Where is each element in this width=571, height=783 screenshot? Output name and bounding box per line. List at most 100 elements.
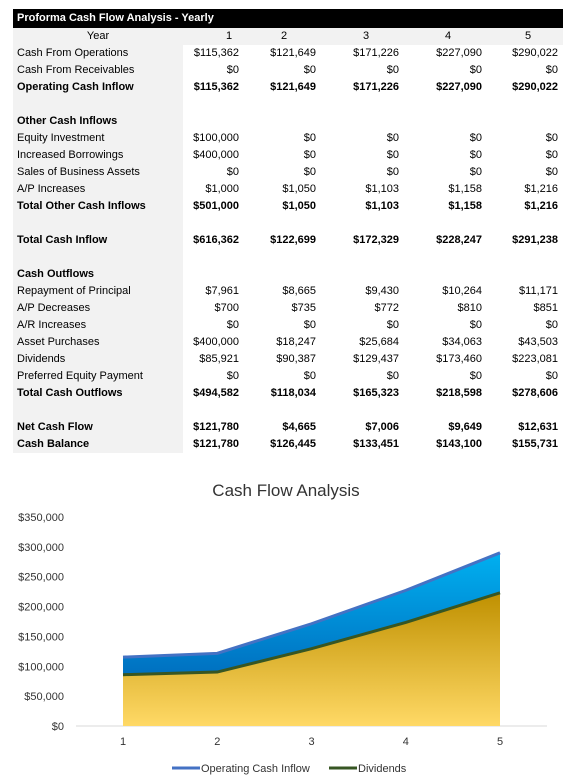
chart-title: Cash Flow Analysis <box>212 481 359 500</box>
y-tick-label: $0 <box>52 721 64 733</box>
row-value-cell: $851 <box>533 302 558 314</box>
row-value-cell: $10,264 <box>442 285 482 297</box>
row-value-cell: $218,598 <box>436 387 482 399</box>
table-row: Total Other Cash Inflows $501,000 $1,050 $1… <box>13 198 563 215</box>
row-value-cell <box>319 249 399 266</box>
row-value-cell: $115,362 <box>193 47 239 59</box>
row-value-cell <box>236 113 316 130</box>
y-tick-label: $150,000 <box>18 631 64 643</box>
row-value-cell: $0 <box>226 64 239 76</box>
table-row: Total Cash Inflow $616,362 $122,699 $172,32… <box>13 232 563 249</box>
row-value-cell: $18,247 <box>276 336 316 348</box>
row-value-cell: $0 <box>545 166 558 178</box>
y-tick-label: $350,000 <box>18 512 64 524</box>
row-value-cell: $0 <box>303 370 316 382</box>
row-value-cell <box>159 402 239 419</box>
header-year-cell: 4 <box>444 30 452 42</box>
y-tick-label: $100,000 <box>18 661 64 673</box>
row-value-cell <box>319 96 399 113</box>
row-value-cell <box>319 215 399 232</box>
header-year-cell: 1 <box>225 30 233 42</box>
row-value-cell: $1,216 <box>524 183 558 195</box>
table-row <box>13 402 563 419</box>
y-tick-label: $250,000 <box>18 572 64 584</box>
row-value-cell: $9,430 <box>365 285 399 297</box>
row-value-cell: $290,022 <box>512 47 558 59</box>
row-value-cell: $227,090 <box>436 47 482 59</box>
row-value-cell <box>159 266 239 283</box>
row-value-cell: $9,649 <box>448 421 482 433</box>
row-value-cell: $227,090 <box>436 81 482 93</box>
row-value-cell: $0 <box>469 370 482 382</box>
table-row: Total Cash Outflows $494,582 $118,034 $165,… <box>13 385 563 402</box>
row-label: Total Cash Inflow <box>17 234 108 246</box>
row-value-cell <box>159 249 239 266</box>
x-tick-label: 4 <box>403 736 409 748</box>
row-value-cell: $171,226 <box>353 81 399 93</box>
row-value-cell: $7,006 <box>365 421 399 433</box>
table-header-row: Year 1 2 3 4 5 <box>13 28 563 45</box>
row-value-cell <box>236 402 316 419</box>
row-value-cell: $8,665 <box>282 285 316 297</box>
table-row: Equity Investment $100,000 $0 $0 $0 $0 <box>13 130 563 147</box>
table-row: Asset Purchases $400,000 $18,247 $25,684 $34… <box>13 334 563 351</box>
table-row <box>13 215 563 232</box>
row-value-cell: $0 <box>545 149 558 161</box>
y-axis: $0 $50,000 $100,000 $150,000 $200,000 $250,00… <box>18 512 64 733</box>
row-value-cell: $126,445 <box>270 438 316 450</box>
row-value-cell: $1,000 <box>205 183 239 195</box>
row-value-cell: $0 <box>545 132 558 144</box>
row-value-cell: $400,000 <box>193 149 239 161</box>
row-value-cell: $1,216 <box>524 200 558 212</box>
row-value-cell <box>319 266 399 283</box>
row-label: Cash Outflows <box>17 268 95 280</box>
dividends-line <box>122 591 501 677</box>
table-row <box>13 96 563 113</box>
header-year-cell: 5 <box>524 30 532 42</box>
row-label: Equity Investment <box>17 132 105 144</box>
operating-cash-inflow-line <box>122 551 501 659</box>
row-value-cell: $1,103 <box>365 200 399 212</box>
y-tick-label: $300,000 <box>18 542 64 554</box>
row-value-cell: $0 <box>545 64 558 76</box>
row-label: Dividends <box>17 353 66 365</box>
table-row: Other Cash Inflows <box>13 113 563 130</box>
row-value-cell: $171,226 <box>353 47 399 59</box>
table-row: A/R Increases $0 $0 $0 $0 $0 <box>13 317 563 334</box>
row-value-cell: $173,460 <box>436 353 482 365</box>
row-value-cell: $0 <box>386 370 399 382</box>
row-value-cell <box>402 96 482 113</box>
table-row: A/P Decreases $700 $735 $772 $810 $851 <box>13 300 563 317</box>
table-row: Dividends $85,921 $90,387 $129,437 $173,460 $… <box>13 351 563 368</box>
row-value-cell: $90,387 <box>276 353 316 365</box>
row-value-cell: $1,158 <box>448 183 482 195</box>
row-label: Cash From Receivables <box>17 64 135 76</box>
row-value-cell: $1,050 <box>282 183 316 195</box>
row-value-cell <box>159 215 239 232</box>
label-column-background <box>13 28 183 453</box>
row-value-cell <box>236 249 316 266</box>
row-value-cell <box>478 215 558 232</box>
table-title: Proforma Cash Flow Analysis - Yearly <box>13 9 563 28</box>
row-value-cell <box>319 402 399 419</box>
row-value-cell: $0 <box>386 64 399 76</box>
row-value-cell: $228,247 <box>436 234 482 246</box>
row-value-cell <box>402 266 482 283</box>
row-label: Total Other Cash Inflows <box>17 200 146 212</box>
x-tick-label: 2 <box>214 736 220 748</box>
x-tick-label: 3 <box>308 736 314 748</box>
row-value-cell: $772 <box>374 302 399 314</box>
row-value-cell <box>402 249 482 266</box>
row-value-cell: $100,000 <box>193 132 239 144</box>
row-value-cell: $1,103 <box>365 183 399 195</box>
row-value-cell: $143,100 <box>436 438 482 450</box>
row-value-cell: $34,063 <box>442 336 482 348</box>
row-label: Operating Cash Inflow <box>17 81 134 93</box>
row-value-cell: $0 <box>386 166 399 178</box>
table-row: Sales of Business Assets $0 $0 $0 $0 $0 <box>13 164 563 181</box>
row-value-cell: $700 <box>214 302 239 314</box>
row-value-cell: $121,649 <box>270 81 316 93</box>
row-value-cell: $1,158 <box>448 200 482 212</box>
row-value-cell <box>159 113 239 130</box>
row-value-cell: $223,081 <box>512 353 558 365</box>
